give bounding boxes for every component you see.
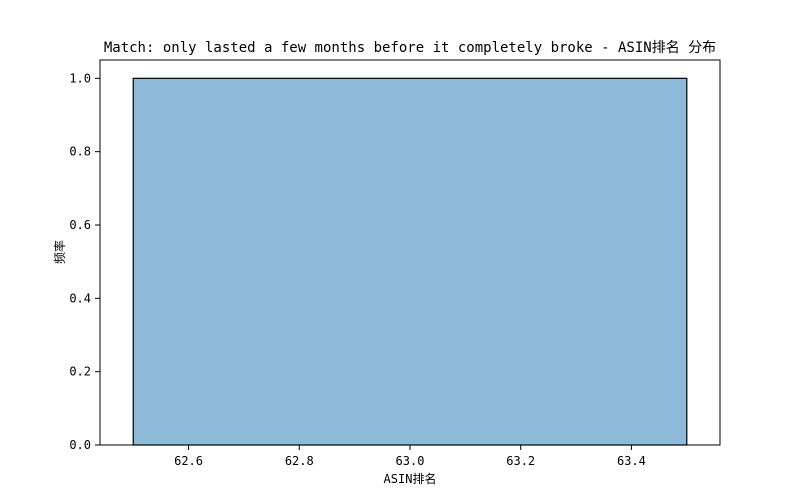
y-tick-label: 0.8 [69, 145, 91, 159]
bars-layer [132, 77, 688, 446]
x-tick-label: 63.4 [617, 454, 646, 468]
x-axis-label: ASIN排名 [384, 471, 437, 486]
y-axis-label: 频率 [52, 240, 67, 264]
y-tick-label: 0.0 [69, 438, 91, 452]
x-tick-label: 63.2 [506, 454, 535, 468]
y-tick-label: 0.2 [69, 365, 91, 379]
x-tick-label: 62.8 [285, 454, 314, 468]
x-tick-label: 62.6 [174, 454, 203, 468]
x-tick-label: 63.0 [396, 454, 425, 468]
y-tick-label: 1.0 [69, 71, 91, 85]
x-axis-ticks: 62.6 62.8 63.0 63.2 63.4 [174, 445, 646, 468]
y-tick-label: 0.6 [69, 218, 91, 232]
histogram-bar-0 [132, 77, 688, 446]
y-tick-label: 0.4 [69, 291, 91, 305]
y-axis-ticks: 0.0 0.2 0.4 0.6 0.8 1.0 [69, 71, 100, 452]
chart-title: Match: only lasted a few months before i… [104, 40, 716, 56]
